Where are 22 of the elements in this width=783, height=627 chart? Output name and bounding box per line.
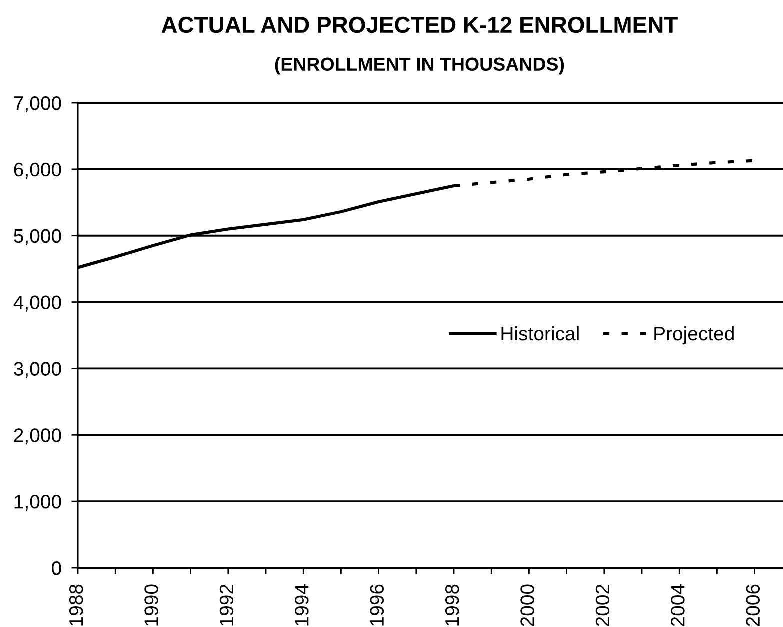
legend-label: Historical bbox=[502, 326, 579, 341]
chart-title: ACTUAL AND PROJECTED K-12 ENROLLMENT bbox=[162, 16, 678, 34]
y-tick-label: 4,000 bbox=[14, 296, 62, 312]
legend-label: Projected bbox=[654, 326, 734, 345]
y-tick-label: 2,000 bbox=[14, 428, 62, 445]
x-tick-label: 1988 bbox=[69, 584, 84, 626]
y-tick-label: 3,000 bbox=[14, 362, 62, 378]
y-tick-label: 5,000 bbox=[14, 229, 62, 246]
y-tick-label: 7,000 bbox=[14, 96, 62, 113]
x-tick-label: 1990 bbox=[144, 584, 158, 626]
x-tick-label: 2002 bbox=[596, 584, 610, 626]
y-tick-label: 0 bbox=[52, 561, 62, 576]
y-tick-label: 1,000 bbox=[14, 495, 62, 512]
x-tick-label: 2006 bbox=[746, 584, 760, 626]
x-tick-label: 1992 bbox=[220, 584, 234, 626]
y-tick-label: 6,000 bbox=[14, 162, 62, 179]
x-tick-label: 1996 bbox=[370, 584, 384, 626]
x-tick-label: 2000 bbox=[520, 584, 534, 626]
x-tick-label: 1998 bbox=[445, 584, 460, 626]
x-tick-label: 1994 bbox=[295, 584, 309, 626]
x-tick-label: 2004 bbox=[671, 584, 685, 626]
chart-subtitle: (ENROLLMENT IN THOUSANDS) bbox=[275, 57, 564, 75]
